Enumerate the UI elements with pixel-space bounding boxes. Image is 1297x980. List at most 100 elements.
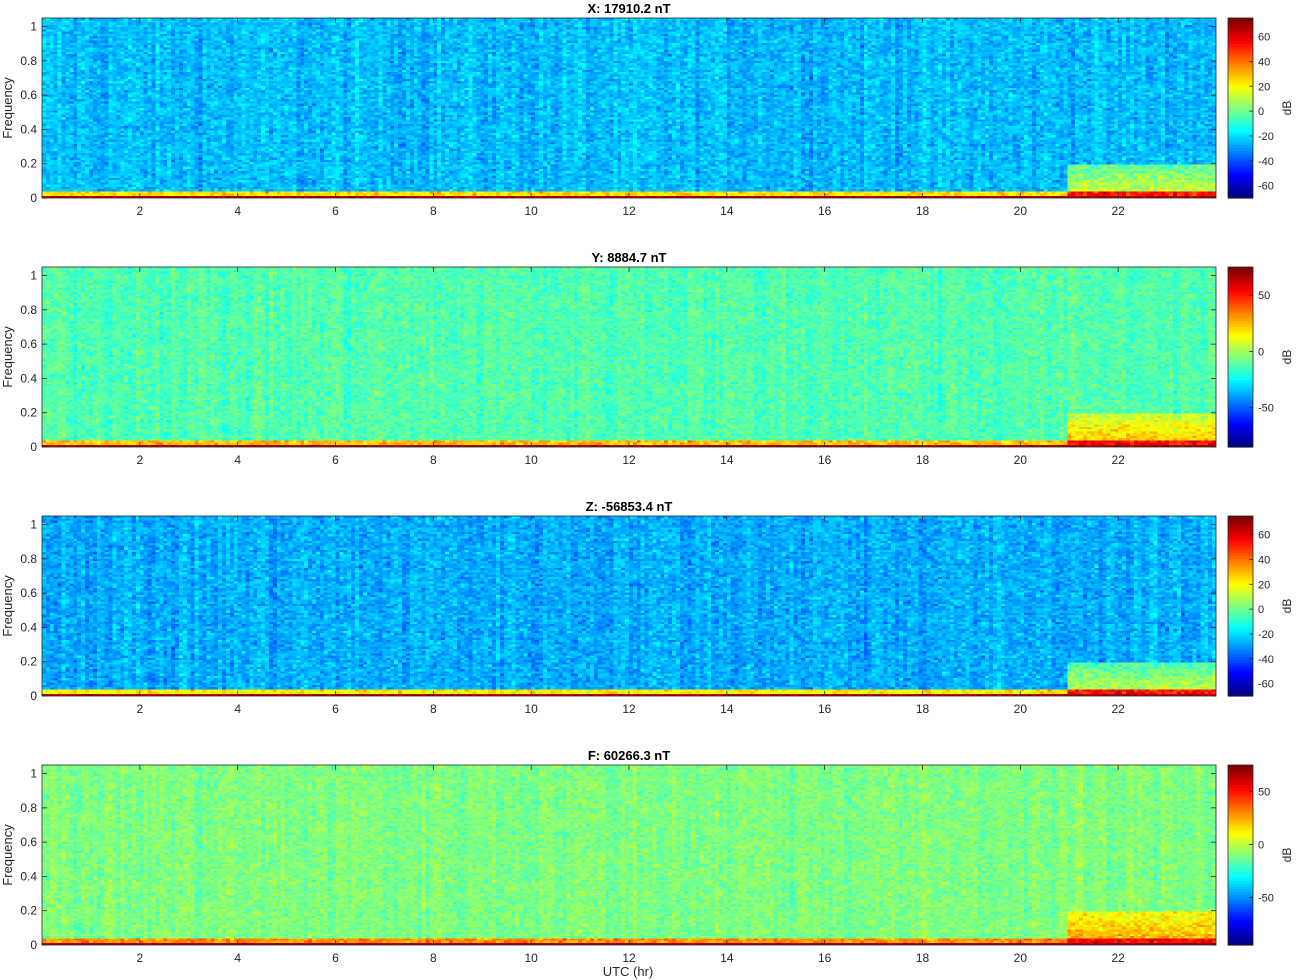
colorbar-swatch	[1228, 306, 1253, 310]
colorbar-swatch	[1228, 421, 1253, 426]
colorbar-swatch	[1228, 376, 1253, 381]
colorbar-swatch	[1228, 911, 1253, 915]
x-tick-label: 10	[524, 702, 538, 716]
colorbar-swatch	[1228, 110, 1253, 115]
colorbar-swatch	[1228, 43, 1253, 47]
colorbar-swatch	[1228, 275, 1253, 279]
y-tick-label: 0.2	[20, 655, 37, 669]
spectrogram-image	[42, 516, 1216, 696]
y-axis-label: Frequency	[0, 326, 15, 388]
colorbar-swatch	[1228, 441, 1253, 445]
colorbar-swatch	[1228, 891, 1253, 895]
colorbar-swatch	[1228, 164, 1253, 168]
colorbar-swatch	[1228, 155, 1253, 160]
panel-title: X: 17910.2 nT	[587, 1, 670, 16]
colorbar-swatch	[1228, 51, 1253, 56]
colorbar-swatch	[1228, 594, 1253, 599]
colorbar-swatch	[1228, 189, 1253, 193]
x-tick-label: 2	[136, 204, 143, 218]
x-tick-label: 14	[720, 204, 734, 218]
colorbar-swatch	[1228, 566, 1253, 571]
colorbar-swatch	[1228, 178, 1253, 182]
x-tick-label: 18	[916, 204, 930, 218]
colorbar-swatch	[1228, 648, 1253, 652]
colorbar-swatch	[1228, 161, 1253, 165]
colorbar-tick-label: -60	[1258, 679, 1274, 691]
x-tick-label: 10	[524, 951, 538, 965]
colorbar-swatch	[1228, 147, 1253, 151]
colorbar-swatch	[1228, 558, 1253, 562]
colorbar-label: dB	[1280, 350, 1294, 365]
colorbar-swatch	[1228, 130, 1253, 134]
colorbar-swatch	[1228, 320, 1253, 324]
spectrogram-image	[42, 765, 1216, 945]
colorbar-swatch	[1228, 172, 1253, 177]
colorbar-swatch	[1228, 914, 1253, 918]
colorbar-swatch	[1228, 88, 1253, 92]
colorbar-swatch	[1228, 846, 1253, 850]
colorbar-swatch	[1228, 354, 1253, 358]
colorbar-swatch	[1228, 642, 1253, 646]
colorbar-swatch	[1228, 99, 1253, 103]
colorbar-swatch	[1228, 795, 1253, 800]
y-tick-label: 0.6	[20, 337, 37, 351]
colorbar-swatch	[1228, 40, 1253, 44]
colorbar-swatch	[1228, 300, 1253, 305]
colorbar: 60 40 20 0 -20 -40 -60 dB	[1227, 17, 1294, 199]
colorbar-swatch	[1228, 278, 1253, 282]
colorbar-swatch	[1228, 597, 1253, 601]
colorbar-swatch	[1228, 527, 1253, 531]
colorbar-swatch	[1228, 818, 1253, 822]
colorbar-swatch	[1228, 357, 1253, 361]
colorbar-swatch	[1228, 840, 1253, 845]
colorbar-swatch	[1228, 894, 1253, 898]
colorbar-swatch	[1228, 46, 1253, 50]
y-tick-label: 0.2	[20, 157, 37, 171]
colorbar-swatch	[1228, 379, 1253, 383]
colorbar-swatch	[1228, 563, 1253, 568]
spectrogram-image	[42, 267, 1216, 447]
colorbar-swatch	[1228, 787, 1253, 791]
colorbar-swatch	[1228, 20, 1253, 25]
colorbar-swatch	[1228, 337, 1253, 341]
x-tick-label: 20	[1014, 702, 1028, 716]
x-tick-label: 22	[1111, 453, 1125, 467]
colorbar-swatch	[1228, 79, 1253, 84]
colorbar-swatch	[1228, 651, 1253, 655]
colorbar-swatch	[1228, 843, 1253, 848]
colorbar-swatch	[1228, 181, 1253, 185]
colorbar-swatch	[1228, 34, 1253, 39]
colorbar-swatch	[1228, 883, 1253, 887]
x-tick-label: 18	[916, 951, 930, 965]
colorbar-swatch	[1228, 687, 1253, 691]
colorbar-tick-label: -20	[1258, 629, 1274, 641]
colorbar-swatch	[1228, 85, 1253, 89]
colorbar-swatch	[1228, 569, 1253, 573]
colorbar-swatch	[1228, 690, 1253, 694]
colorbar-swatch	[1228, 611, 1253, 616]
colorbar-swatch	[1228, 852, 1253, 856]
colorbar-swatch	[1228, 57, 1253, 61]
colorbar-label: dB	[1280, 599, 1294, 614]
x-tick-label: 12	[622, 702, 636, 716]
colorbar-swatch	[1228, 77, 1253, 81]
x-tick-label: 4	[234, 951, 241, 965]
colorbar-swatch	[1228, 328, 1253, 333]
colorbar-swatch	[1228, 832, 1253, 836]
colorbar-swatch	[1228, 37, 1253, 42]
colorbar-swatch	[1228, 373, 1253, 378]
colorbar-swatch	[1228, 359, 1253, 364]
x-tick-label: 8	[430, 453, 437, 467]
y-tick-label: 0.2	[20, 406, 37, 420]
colorbar-swatch	[1228, 608, 1253, 613]
colorbar-swatch	[1228, 821, 1253, 825]
x-tick-label: 6	[332, 951, 339, 965]
colorbar-swatch	[1228, 684, 1253, 689]
colorbar-swatch	[1228, 68, 1253, 73]
panel-title: Y: 8884.7 nT	[592, 250, 667, 265]
colorbar-swatch	[1228, 281, 1253, 285]
x-tick-label: 6	[332, 204, 339, 218]
